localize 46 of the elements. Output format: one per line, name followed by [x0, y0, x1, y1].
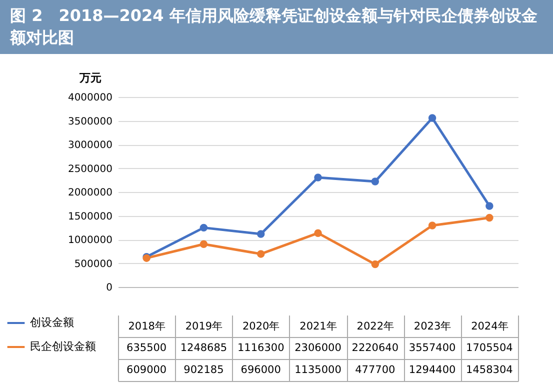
point: [486, 202, 494, 210]
data-label: 1705504: [466, 342, 514, 354]
point: [486, 214, 494, 222]
chart-title: 图 2 2018—2024 年信用风险缓释凭证创设金额与针对民企债券创设金额对比图: [0, 0, 553, 54]
data-label: 2306000: [294, 342, 342, 354]
x-tick-label: 2019年: [185, 320, 224, 332]
y-tick-label: 2000000: [68, 188, 112, 198]
point: [200, 224, 208, 232]
data-label: 477700: [355, 364, 396, 376]
legend-label: 民企创设金额: [30, 340, 96, 353]
x-tick-label: 2024年: [471, 320, 509, 332]
data-label: 696000: [240, 364, 281, 376]
x-tick-label: 2021年: [300, 320, 338, 332]
point: [256, 230, 265, 238]
x-tick-label: 2022年: [356, 320, 395, 332]
data-label: 1458304: [466, 364, 514, 376]
point: [314, 174, 322, 182]
data-label: 1135000: [294, 364, 342, 376]
data-label: 609000: [126, 364, 167, 376]
point: [371, 260, 380, 268]
point: [256, 250, 265, 258]
y-tick-label: 2500000: [68, 164, 112, 175]
x-tick-label: 2023年: [414, 320, 452, 332]
y-tick-label: 0: [106, 282, 112, 294]
point: [200, 240, 208, 248]
data-label: 1248685: [180, 342, 228, 354]
y-tick-label: 1000000: [68, 235, 112, 246]
y-tick-label: 500000: [74, 258, 112, 270]
point: [428, 114, 436, 122]
data-label: 902185: [184, 364, 224, 376]
y-tick-label: 4000000: [68, 92, 112, 104]
x-tick-label: 2020年: [242, 320, 280, 332]
point: [371, 178, 380, 186]
point: [314, 229, 322, 237]
x-tick-label: 2018年: [128, 320, 166, 332]
y-tick-label: 3500000: [68, 116, 112, 128]
data-label: 1294400: [408, 364, 456, 376]
data-label: 1116300: [237, 342, 284, 354]
y-tick-label: 1500000: [68, 211, 112, 222]
legend-label: 创设金额: [30, 316, 74, 329]
point: [428, 222, 436, 230]
y-tick-label: 3000000: [68, 140, 112, 151]
data-label: 3557400: [408, 342, 456, 354]
y-axis-title: 万元: [78, 72, 102, 84]
data-label: 2220640: [352, 342, 399, 354]
data-label: 635500: [126, 342, 167, 354]
